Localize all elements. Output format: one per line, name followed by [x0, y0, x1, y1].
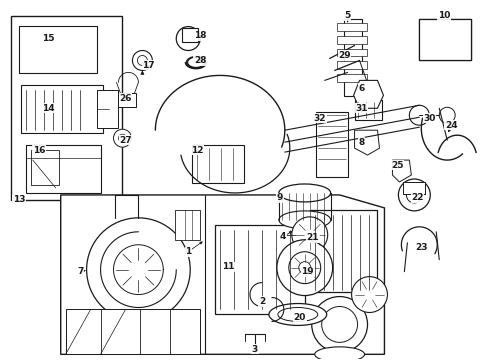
Polygon shape [392, 160, 410, 182]
Bar [96, 90, 118, 128]
Bar [336, 23, 366, 31]
Bar [31, 150, 59, 185]
Text: 7: 7 [77, 267, 83, 276]
Bar [21, 85, 102, 133]
Circle shape [321, 306, 357, 342]
Circle shape [288, 252, 320, 284]
Text: 2: 2 [258, 297, 264, 306]
Text: 15: 15 [42, 34, 55, 43]
Text: 31: 31 [355, 104, 367, 113]
Text: 24: 24 [444, 121, 457, 130]
Text: 28: 28 [194, 56, 206, 65]
Text: 23: 23 [414, 243, 427, 252]
Bar [11, 15, 122, 200]
Bar [419, 19, 470, 60]
Text: 22: 22 [410, 193, 423, 202]
Text: 16: 16 [33, 145, 45, 154]
Text: 3: 3 [251, 345, 258, 354]
Circle shape [408, 105, 428, 125]
Text: 21: 21 [306, 233, 318, 242]
Ellipse shape [278, 211, 330, 229]
Text: 5: 5 [344, 11, 350, 20]
Bar [315, 112, 347, 177]
Text: 19: 19 [301, 267, 313, 276]
Polygon shape [175, 210, 200, 240]
Circle shape [132, 50, 152, 71]
Ellipse shape [277, 307, 317, 321]
Bar [23, 37, 92, 42]
Text: 4: 4 [279, 232, 285, 241]
Text: 1: 1 [185, 247, 191, 256]
Circle shape [351, 276, 386, 312]
Text: 18: 18 [194, 31, 206, 40]
Bar [23, 45, 92, 50]
Polygon shape [353, 80, 383, 108]
Text: 9: 9 [276, 193, 283, 202]
Circle shape [86, 218, 190, 321]
Bar [19, 26, 96, 73]
Bar [26, 145, 101, 193]
Bar [215, 225, 304, 315]
Bar [419, 19, 470, 60]
Text: 6: 6 [358, 84, 364, 93]
Bar [336, 36, 366, 44]
Circle shape [406, 187, 422, 203]
Circle shape [118, 134, 126, 142]
Polygon shape [61, 195, 384, 354]
Bar [453, 24, 463, 37]
Circle shape [311, 297, 367, 352]
Circle shape [113, 129, 131, 147]
Polygon shape [294, 215, 312, 255]
Text: 29: 29 [338, 51, 350, 60]
Bar [192, 145, 244, 183]
Polygon shape [354, 130, 379, 155]
Bar [343, 19, 361, 96]
Text: 11: 11 [222, 262, 234, 271]
Ellipse shape [278, 184, 330, 202]
Ellipse shape [314, 347, 364, 360]
Bar [336, 49, 366, 57]
Circle shape [398, 179, 429, 211]
Bar [336, 62, 366, 69]
Circle shape [176, 27, 200, 50]
Bar [439, 24, 449, 37]
Polygon shape [65, 310, 200, 354]
Text: 20: 20 [293, 313, 305, 322]
Text: 10: 10 [437, 11, 449, 20]
Text: 32: 32 [313, 114, 325, 123]
Text: 13: 13 [13, 195, 25, 204]
Bar [23, 53, 92, 58]
Text: 25: 25 [390, 161, 403, 170]
Bar [336, 75, 366, 82]
Bar [426, 24, 435, 37]
Circle shape [276, 240, 332, 296]
Bar [354, 100, 382, 120]
Bar [309, 210, 377, 292]
Bar [118, 93, 136, 107]
Circle shape [298, 262, 310, 274]
Circle shape [438, 107, 454, 123]
Text: 17: 17 [142, 61, 154, 70]
Circle shape [137, 55, 147, 66]
Bar [23, 28, 92, 35]
Text: 8: 8 [358, 138, 364, 147]
Bar [182, 28, 198, 41]
Bar [403, 182, 425, 194]
Ellipse shape [268, 303, 326, 325]
Bar [23, 60, 92, 67]
Text: 30: 30 [422, 114, 435, 123]
Text: 12: 12 [190, 145, 203, 154]
Text: 27: 27 [119, 136, 131, 145]
Text: 26: 26 [119, 94, 131, 103]
Text: 14: 14 [42, 104, 55, 113]
Circle shape [291, 217, 327, 253]
